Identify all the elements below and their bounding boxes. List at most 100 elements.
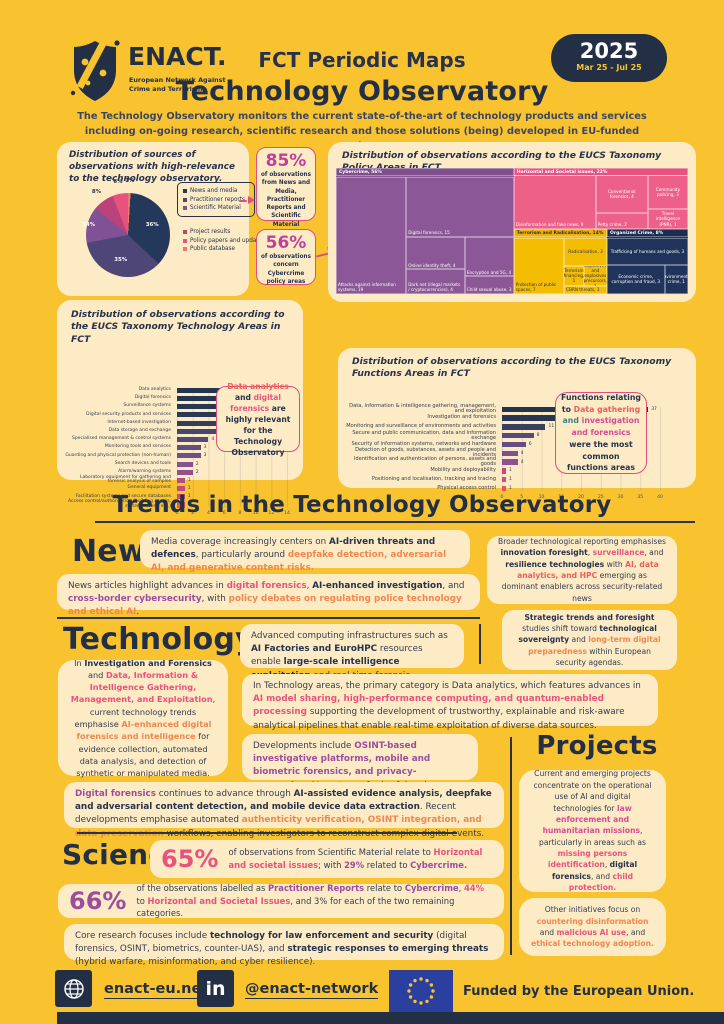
news-right-box-2-text: Strategic trends and foresight studies s… <box>518 612 661 668</box>
bar-row: Mobility and deployability 1 <box>344 466 690 475</box>
legend-item: Project results <box>183 229 253 235</box>
func-card-title: Distribution of observations according t… <box>352 356 672 380</box>
bar-row: Positioning and localisation, tracking a… <box>344 475 690 484</box>
bar-value: 6 <box>528 441 532 447</box>
func-chart-callout-text: Functions relating to Data gathering and… <box>561 393 641 473</box>
bar-value: 1 <box>508 485 512 491</box>
science-box-65: 65% of observations from Scientific Mate… <box>150 840 504 878</box>
tech-card-title: Distribution of observations according t… <box>71 309 285 345</box>
treemap-cell: Radicalisation, 3 <box>564 238 607 267</box>
bar-label: Secure and public communication, data an… <box>352 429 496 441</box>
bar-value: 1 <box>187 486 191 492</box>
bar-value: 1 <box>187 494 191 500</box>
legend-swatch <box>183 206 187 211</box>
bar-value: 1 <box>508 468 512 474</box>
logo-tagline: European Network Against Crime and Terro… <box>129 76 226 93</box>
projects-box-1-text: Current and emerging projects concentrat… <box>533 769 652 893</box>
treemap-card-title: Distribution of observations according t… <box>342 150 662 173</box>
bar <box>502 459 518 465</box>
callout-56-value: 56% <box>265 233 307 253</box>
bar-label: Data analytics <box>138 387 171 393</box>
bar-row: Monitoring and surveillance of environme… <box>344 422 690 431</box>
bar <box>177 404 225 410</box>
bar <box>177 469 193 475</box>
website-link[interactable]: enact-eu.net <box>104 981 209 999</box>
news-box-1: Media coverage increasingly centers on A… <box>140 530 470 573</box>
news-right-box-1-text: Broader technological reporting emphasis… <box>498 536 666 603</box>
bar-value: 4 <box>520 450 524 456</box>
bar-value: 3 <box>203 453 207 459</box>
column-divider-top <box>479 624 481 664</box>
legend-swatch <box>183 197 187 202</box>
treemap-cell: Online identity theft, 4 <box>406 237 465 270</box>
bar-row: Specialised management & control systems… <box>61 435 299 443</box>
legend-swatch <box>183 188 187 193</box>
bar-row: Identification and authentication of per… <box>344 456 690 466</box>
legend-item: Public database <box>183 246 253 252</box>
technology-left-box-text: In Investigation and Forensics and Data,… <box>70 657 216 779</box>
bar-label: Digital forensics <box>134 395 171 401</box>
science-core-box: Core research focuses include technology… <box>64 924 504 967</box>
science-66-value: 66% <box>69 887 127 915</box>
treemap-section-header: Cybercrime, 56% <box>336 168 514 176</box>
pie-slice-label: 6% <box>113 179 123 186</box>
treemap-cell: Child sexual abuse, 3 <box>465 276 514 294</box>
bar <box>177 412 225 418</box>
bar-label: Security of information systems, network… <box>351 440 496 447</box>
bar-value: 2 <box>195 461 199 467</box>
legend-swatch <box>183 238 187 243</box>
bar <box>177 428 217 434</box>
sources-pie-card: Distribution of sources of observations … <box>57 142 265 296</box>
bar <box>177 477 185 483</box>
science-65-value: 65% <box>161 845 219 873</box>
projects-heading: Projects <box>536 731 658 761</box>
treemap-cell: Attacks against information systems, 19 <box>336 177 406 294</box>
treemap-cell: Explosives and explosives precursors, 1 <box>584 266 607 285</box>
pie-slice-label: 36% <box>145 222 159 229</box>
legend-item: News and media <box>183 188 249 194</box>
bar-label: Positioning and localisation, tracking a… <box>371 476 496 483</box>
pie-legend-secondary: Project results Policy papers and updates… <box>177 224 265 257</box>
bar <box>177 486 185 492</box>
linkedin-link[interactable]: @enact-network <box>245 981 379 999</box>
bar-label: Mobility and deployability <box>430 467 496 474</box>
treemap-cell: Economic crime, corruption and fraud, 3 <box>607 265 664 294</box>
bar-label: Physical access control <box>437 484 496 491</box>
treemap-cell: Travel intelligence (PNR), 1 <box>648 209 688 229</box>
callout-56-text: of observations concern Cybercrime polic… <box>261 254 311 285</box>
bar-label: Monitoring tools and services <box>104 444 171 450</box>
bar-label: Alarm/warning systems <box>118 468 171 474</box>
bar-label: General equipment <box>127 485 171 491</box>
func-chart-callout: Functions relating to Data gathering and… <box>555 392 647 474</box>
bar <box>177 445 201 451</box>
bar-label: Internet-based investigation <box>107 419 171 425</box>
bar-value: 2 <box>195 469 199 475</box>
treemap-cell: Terrorism financing, 1 <box>564 266 584 285</box>
bar-label: Search devices and tools <box>114 460 171 466</box>
bar-row: Laboratory equipment for gathering and f… <box>61 475 299 484</box>
bar <box>177 453 201 459</box>
callout-56: 56% of observations concern Cybercrime p… <box>256 229 316 285</box>
eu-flag <box>389 970 453 1012</box>
tech-chart-callout-text: Data analytics and digital forensics are… <box>225 381 291 457</box>
linkedin-icon: in <box>205 977 226 1000</box>
bar-value: 11 <box>548 424 555 430</box>
bar-label: Access control/authorisation (building a… <box>68 499 171 509</box>
bar <box>177 502 185 508</box>
logo-wordmark: ENACT. <box>128 42 227 71</box>
treemap-section-header: Terrorism and Radicalisation, 14% <box>513 229 608 238</box>
projects-box-1: Current and emerging projects concentrat… <box>519 769 666 893</box>
bar <box>502 424 546 430</box>
bar-row: Physical access control 1 <box>344 484 690 493</box>
bar-value: 3 <box>203 445 207 451</box>
treemap-cell: Community policing, 3 <box>648 175 688 209</box>
bar <box>502 432 534 439</box>
tech-chart-callout: Data analytics and digital forensics are… <box>216 382 300 457</box>
treemap-section-header: Organized Crime, 8% <box>607 229 688 238</box>
projects-box-2: Other initiatives focus on countering di… <box>519 898 666 956</box>
bar <box>502 485 506 492</box>
pie-slice-label: 14% <box>82 221 95 228</box>
sources-pie: 1% 36% 35% 14% 8% 6% <box>82 178 170 277</box>
callout-85-value: 85% <box>265 151 307 171</box>
bar-row: Security of information systems, network… <box>344 440 690 449</box>
